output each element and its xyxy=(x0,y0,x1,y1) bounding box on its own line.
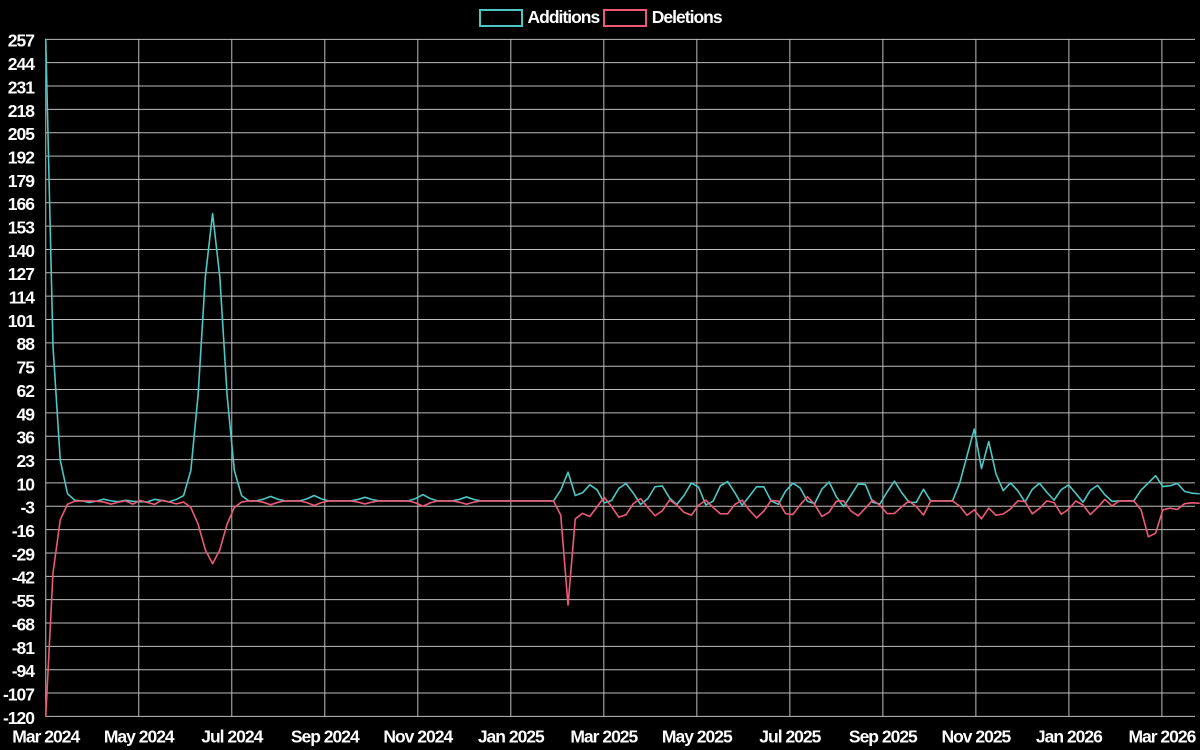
svg-text:218: 218 xyxy=(8,101,35,121)
svg-text:-94: -94 xyxy=(12,661,36,681)
svg-text:101: 101 xyxy=(8,311,35,331)
svg-text:205: 205 xyxy=(8,124,35,144)
svg-text:May 2025: May 2025 xyxy=(662,727,733,747)
svg-text:88: 88 xyxy=(17,334,36,354)
svg-text:36: 36 xyxy=(17,428,36,448)
svg-text:244: 244 xyxy=(8,54,35,74)
svg-text:140: 140 xyxy=(8,241,35,261)
svg-text:Nov 2024: Nov 2024 xyxy=(383,727,453,747)
svg-text:Jan 2025: Jan 2025 xyxy=(478,727,545,747)
svg-text:-55: -55 xyxy=(12,591,36,611)
svg-text:-81: -81 xyxy=(12,638,36,658)
svg-text:Jan 2026: Jan 2026 xyxy=(1036,727,1103,747)
svg-text:Jul 2024: Jul 2024 xyxy=(201,727,263,747)
svg-text:-29: -29 xyxy=(12,544,36,564)
svg-text:231: 231 xyxy=(8,77,35,97)
svg-text:166: 166 xyxy=(8,194,35,214)
svg-text:75: 75 xyxy=(17,358,36,378)
svg-text:114: 114 xyxy=(9,288,35,308)
svg-text:257: 257 xyxy=(8,31,34,51)
svg-text:Sep 2025: Sep 2025 xyxy=(849,727,918,747)
svg-text:Mar 2026: Mar 2026 xyxy=(1128,727,1196,747)
svg-text:Jul 2025: Jul 2025 xyxy=(759,727,821,747)
svg-text:153: 153 xyxy=(8,218,35,238)
svg-text:-68: -68 xyxy=(12,614,36,634)
svg-text:23: 23 xyxy=(17,451,36,471)
svg-text:May 2024: May 2024 xyxy=(104,727,175,747)
svg-text:-120: -120 xyxy=(3,708,35,728)
svg-text:192: 192 xyxy=(8,147,35,167)
svg-text:49: 49 xyxy=(17,404,36,424)
svg-text:Sep 2024: Sep 2024 xyxy=(291,727,360,747)
svg-text:-42: -42 xyxy=(12,568,36,588)
svg-text:179: 179 xyxy=(8,171,35,191)
svg-text:Mar 2024: Mar 2024 xyxy=(12,727,80,747)
svg-text:-3: -3 xyxy=(20,498,35,518)
svg-text:-107: -107 xyxy=(3,684,34,704)
svg-text:127: 127 xyxy=(8,264,34,284)
svg-text:62: 62 xyxy=(17,381,36,401)
svg-text:10: 10 xyxy=(17,474,36,494)
svg-text:-16: -16 xyxy=(12,521,36,541)
svg-text:Nov 2025: Nov 2025 xyxy=(941,727,1011,747)
svg-text:Mar 2025: Mar 2025 xyxy=(570,727,638,747)
